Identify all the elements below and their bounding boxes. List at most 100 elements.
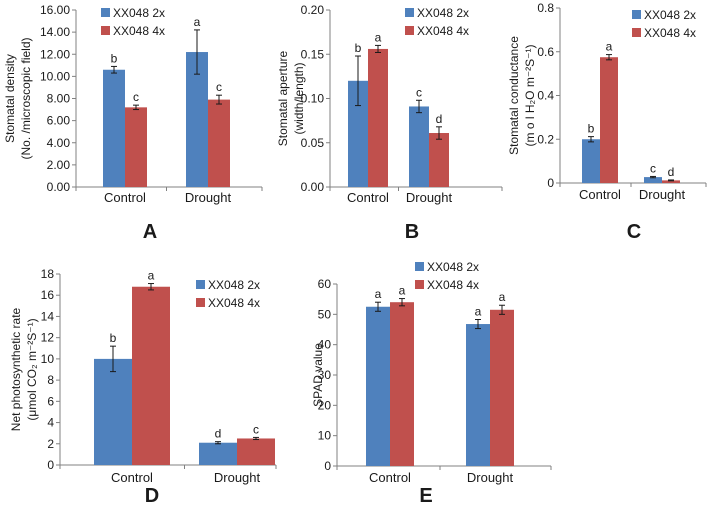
bar-xx048-2x-control — [348, 80, 368, 187]
x-category-label: Control — [369, 470, 411, 485]
significance-label: b — [588, 122, 595, 136]
bar-xx048-2x-control — [103, 69, 125, 187]
legend-label: XX048 4x — [113, 24, 165, 38]
bar-xx048-4x-drought — [490, 309, 514, 466]
y-tick-label: 0.2 — [537, 132, 554, 146]
bar-xx048-4x-drought — [429, 133, 449, 187]
significance-label: a — [148, 269, 155, 283]
y-tick-label: 12 — [41, 331, 55, 345]
legend-swatch — [196, 280, 205, 289]
significance-label: b — [110, 331, 117, 345]
x-category-label: Drought — [639, 187, 686, 202]
bar-xx048-2x-drought — [409, 106, 429, 187]
y-tick-label: 0.8 — [537, 1, 554, 15]
y-tick-label: 4.00 — [47, 136, 71, 150]
bar-xx048-4x-drought — [237, 438, 275, 465]
bar-xx048-2x-control — [94, 358, 132, 465]
y-tick-label: 2.00 — [47, 158, 71, 172]
panel-letter: C — [627, 221, 641, 243]
x-category-label: Control — [347, 190, 389, 205]
y-axis-title-units: (μmol CO₂ m⁻²S⁻¹) — [25, 318, 39, 420]
y-axis-title-units: (width/length) — [292, 62, 306, 134]
panel-letter: A — [143, 221, 157, 243]
legend-label: XX048 2x — [113, 6, 165, 20]
legend-label: XX048 4x — [208, 296, 260, 310]
significance-label: b — [355, 41, 362, 55]
bar-xx048-2x-drought — [186, 52, 208, 187]
x-category-label: Drought — [406, 190, 453, 205]
y-tick-label: 30 — [318, 368, 332, 382]
x-category-label: Drought — [214, 470, 261, 485]
legend-label: XX048 2x — [427, 260, 479, 274]
bar-xx048-2x-control — [366, 306, 390, 466]
y-tick-label: 6.00 — [47, 114, 71, 128]
y-axis-title: Stomatal conductance — [507, 36, 521, 155]
bar-xx048-4x-control — [368, 48, 388, 187]
y-tick-label: 10 — [318, 429, 332, 443]
y-tick-label: 10.00 — [40, 69, 70, 83]
x-category-label: Drought — [467, 470, 514, 485]
legend-swatch — [632, 28, 641, 37]
legend-label: XX048 2x — [417, 6, 469, 20]
bar-xx048-4x-control — [600, 57, 618, 183]
y-tick-label: 0 — [547, 176, 554, 190]
y-axis-title-units: (m o l H₂O m⁻²S⁻¹) — [523, 45, 537, 147]
y-tick-label: 50 — [318, 307, 332, 321]
y-tick-label: 12.00 — [40, 47, 70, 61]
chart-a: 0.00 2.00 4.00 6.00 8.00 10.00 12.00 14.00 16.00… — [3, 3, 263, 243]
legend-swatch — [415, 262, 424, 271]
significance-label: c — [650, 161, 656, 175]
y-axis-title: Stomatal aperture — [276, 50, 290, 146]
significance-label: c — [133, 90, 139, 104]
significance-label: a — [375, 30, 382, 44]
y-tick-label: 0.6 — [537, 45, 554, 59]
legend-swatch — [415, 280, 424, 289]
y-axis-title: SPAD value — [311, 343, 325, 407]
bar-xx048-2x-drought — [466, 324, 490, 466]
x-category-label: Control — [111, 470, 153, 485]
y-tick-label: 0 — [324, 459, 331, 473]
y-tick-label: 8 — [47, 373, 54, 387]
panel-letter: E — [419, 485, 432, 507]
significance-label: c — [416, 85, 422, 99]
significance-label: a — [194, 15, 201, 29]
y-tick-label: 6 — [47, 394, 54, 408]
bar-xx048-2x-control — [582, 139, 600, 183]
y-tick-label: 0.4 — [537, 89, 554, 103]
bar-xx048-4x-control — [125, 107, 147, 187]
legend-label: XX048 2x — [208, 278, 260, 292]
legend-swatch — [101, 8, 110, 17]
y-tick-label: 0.00 — [301, 180, 325, 194]
x-category-label: Control — [579, 187, 621, 202]
y-tick-label: 10 — [41, 352, 55, 366]
significance-label: b — [111, 51, 118, 65]
y-tick-label: 0.05 — [301, 136, 325, 150]
y-tick-label: 60 — [318, 277, 332, 291]
significance-label: a — [399, 284, 406, 298]
significance-label: c — [253, 422, 259, 436]
y-axis-title: Stomatal density — [3, 54, 17, 143]
y-tick-label: 14.00 — [40, 25, 70, 39]
x-category-label: Drought — [185, 190, 232, 205]
significance-label: a — [606, 40, 613, 54]
y-tick-label: 4 — [47, 416, 54, 430]
chart-b: 0.00 0.05 0.10 0.15 0.20 Control Drought b c a d XX… — [276, 3, 503, 243]
y-tick-label: 0 — [47, 458, 54, 472]
legend-swatch — [405, 8, 414, 17]
y-tick-label: 16.00 — [40, 3, 70, 17]
y-tick-label: 8.00 — [47, 92, 71, 106]
bar-xx048-2x-drought — [644, 177, 662, 183]
legend-swatch — [101, 26, 110, 35]
significance-label: a — [375, 287, 382, 301]
y-tick-label: 16 — [41, 288, 55, 302]
significance-label: c — [216, 80, 222, 94]
legend-swatch — [405, 26, 414, 35]
y-tick-label: 14 — [41, 309, 55, 323]
legend-label: XX048 2x — [644, 8, 696, 22]
legend-label: XX048 4x — [417, 24, 469, 38]
bar-xx048-4x-control — [390, 302, 414, 466]
y-tick-label: 40 — [318, 338, 332, 352]
panel-letter: B — [405, 221, 419, 243]
